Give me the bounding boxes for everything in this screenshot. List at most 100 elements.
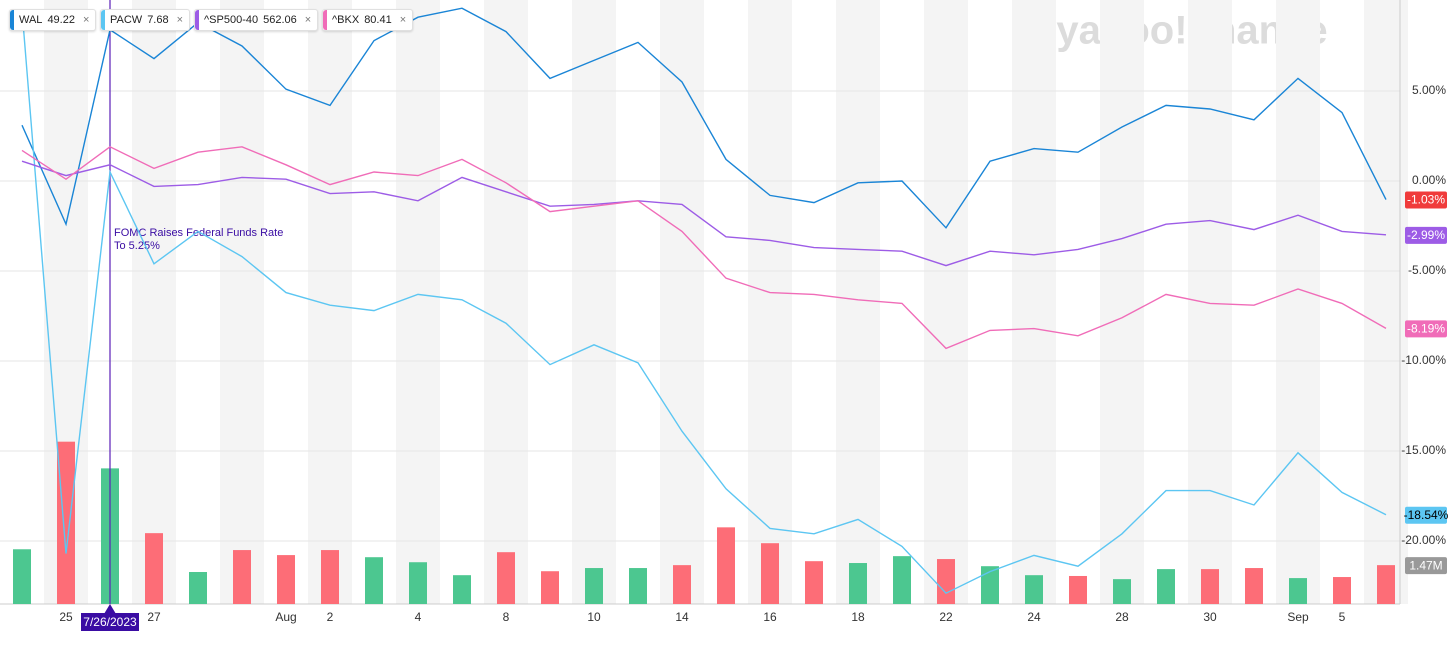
volume-bar bbox=[1025, 575, 1043, 604]
shade-band bbox=[660, 0, 704, 604]
shade-band bbox=[132, 0, 176, 604]
volume-bar bbox=[1245, 568, 1263, 604]
legend-swatch bbox=[323, 10, 327, 30]
volume-bar bbox=[1113, 579, 1131, 604]
volume-bar bbox=[937, 559, 955, 604]
legend-price: 7.68 bbox=[147, 14, 169, 26]
legend-name: ^SP500-40 bbox=[204, 14, 259, 26]
volume-bar bbox=[1377, 565, 1395, 604]
x-tick-label: 18 bbox=[851, 610, 865, 624]
volume-label-bg bbox=[1405, 557, 1447, 575]
volume-bar bbox=[365, 557, 383, 604]
value-label-bg bbox=[1405, 506, 1447, 524]
series-line bbox=[21, 145, 1387, 350]
x-tick-label: 10 bbox=[587, 610, 601, 624]
x-tick-label: Aug bbox=[275, 610, 296, 624]
y-tick-label: 5.00% bbox=[1412, 83, 1446, 97]
shade-band bbox=[1188, 0, 1232, 604]
x-tick-label: 16 bbox=[763, 610, 777, 624]
legend-swatch bbox=[10, 10, 14, 30]
legend-price: 49.22 bbox=[47, 14, 75, 26]
annotation-text: FOMC Raises Federal Funds Rate bbox=[114, 227, 283, 239]
volume-bar bbox=[497, 552, 515, 604]
background bbox=[44, 0, 1408, 604]
volume-bar bbox=[145, 533, 163, 604]
legend-item[interactable]: ^SP500-40 562.06 × bbox=[194, 9, 319, 31]
series-line bbox=[21, 9, 1387, 595]
x-tick-label: 25 bbox=[59, 610, 73, 624]
x-tick-label: Sep bbox=[1287, 610, 1309, 624]
volume-bar bbox=[629, 568, 647, 604]
series-line bbox=[21, 160, 1387, 267]
volume-bar bbox=[717, 527, 735, 604]
legend-name: ^BKX bbox=[332, 14, 360, 26]
x-tick-label: 27 bbox=[147, 610, 161, 624]
legend-close[interactable]: × bbox=[399, 14, 407, 26]
shade-band bbox=[1100, 0, 1144, 604]
y-tick-label: -5.00% bbox=[1408, 263, 1446, 277]
volume-bar bbox=[585, 568, 603, 604]
volume-bar bbox=[1157, 569, 1175, 604]
value-label: -2.99% bbox=[1407, 228, 1445, 242]
y-tick-label: -10.00% bbox=[1401, 353, 1446, 367]
legend-item[interactable]: PACW 7.68 × bbox=[100, 9, 191, 31]
x-tick-label: 24 bbox=[1027, 610, 1041, 624]
volume-bar bbox=[1201, 569, 1219, 604]
volume-bar bbox=[453, 575, 471, 604]
y-tick-label: -15.00% bbox=[1401, 443, 1446, 457]
shade-band bbox=[1276, 0, 1320, 604]
volume-bar bbox=[277, 555, 295, 604]
x-tick-label: 8 bbox=[503, 610, 510, 624]
shade-band bbox=[836, 0, 880, 604]
value-label: -18.54% bbox=[1404, 508, 1449, 522]
shade-band bbox=[924, 0, 968, 604]
x-tick-label: 2 bbox=[327, 610, 334, 624]
volume-bar bbox=[541, 571, 559, 604]
legend-name: PACW bbox=[110, 14, 143, 26]
legend-close[interactable]: × bbox=[176, 14, 184, 26]
volume-bar bbox=[1069, 575, 1087, 604]
annotation-date: 7/26/2023 bbox=[83, 615, 137, 629]
value-label-bg bbox=[1405, 320, 1447, 338]
volume-bar bbox=[409, 562, 427, 604]
x-tick-label: 30 bbox=[1203, 610, 1217, 624]
value-label-bg bbox=[1405, 191, 1447, 209]
legend-price: 80.41 bbox=[364, 14, 392, 26]
annotation-date-bg bbox=[81, 613, 139, 631]
legend-item[interactable]: ^BKX 80.41 × bbox=[322, 9, 414, 31]
shade-band bbox=[572, 0, 616, 604]
volume-bar bbox=[57, 441, 75, 604]
volume-bar bbox=[321, 550, 339, 604]
legend-item[interactable]: WAL 49.22 × bbox=[9, 9, 97, 31]
x-tick-label: 14 bbox=[675, 610, 689, 624]
legend-name: WAL bbox=[19, 14, 43, 26]
x-tick-label: 28 bbox=[1115, 610, 1129, 624]
shade-band bbox=[1364, 0, 1408, 604]
legend-price: 562.06 bbox=[263, 14, 297, 26]
volume-label: 1.47M bbox=[1409, 558, 1442, 572]
shade-band bbox=[396, 0, 440, 604]
legend-close[interactable]: × bbox=[304, 14, 312, 26]
shade-band bbox=[484, 0, 528, 604]
legend-close[interactable]: × bbox=[82, 14, 90, 26]
volume-bar bbox=[673, 565, 691, 604]
volume-bar bbox=[13, 549, 31, 604]
volume-bar bbox=[1333, 577, 1351, 604]
legend-swatch bbox=[195, 10, 199, 30]
annotation-flag bbox=[104, 604, 116, 614]
volume-bar bbox=[761, 543, 779, 604]
volume-bar bbox=[849, 563, 867, 604]
x-tick-label: 4 bbox=[415, 610, 422, 624]
shade-band bbox=[220, 0, 264, 604]
value-label-bg bbox=[1405, 226, 1447, 244]
x-tick-label: 22 bbox=[939, 610, 953, 624]
series-line bbox=[21, 7, 1387, 229]
shade-band bbox=[748, 0, 792, 604]
legend-swatch bbox=[101, 10, 105, 30]
x-tick-label: 5 bbox=[1339, 610, 1346, 624]
volume-bar bbox=[981, 566, 999, 604]
annotation-text: To 5.25% bbox=[114, 240, 160, 252]
y-tick-label: 0.00% bbox=[1412, 173, 1446, 187]
